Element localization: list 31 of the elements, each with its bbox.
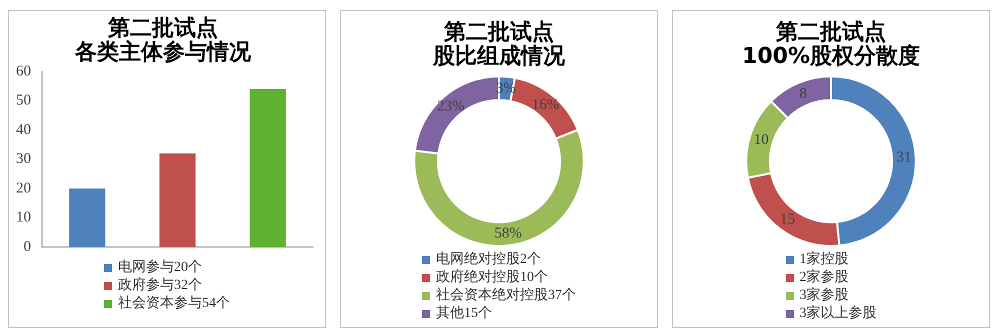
legend-label: 政府绝对控股10个 bbox=[436, 269, 548, 287]
legend-label: 3家以上参股 bbox=[800, 305, 876, 323]
data-label: 16% bbox=[532, 96, 560, 113]
y-tick-label: 60 bbox=[16, 63, 31, 80]
chart-subtitle: 100%股权分散度 bbox=[742, 43, 920, 70]
data-label: 23% bbox=[437, 98, 465, 114]
chart-title: 第二批试点 bbox=[775, 20, 886, 45]
legend-label: 社会资本绝对控股37个 bbox=[436, 287, 576, 305]
data-label: 8 bbox=[799, 86, 807, 102]
chart-subtitle: 各类主体参与情况 bbox=[74, 39, 252, 66]
chart-title: 第二批试点 bbox=[443, 20, 554, 45]
chart-title: 第二批试点 bbox=[107, 16, 218, 41]
legend-label: 2家参股 bbox=[800, 269, 848, 287]
y-tick-label: 50 bbox=[16, 92, 31, 109]
legend-label: 其他15个 bbox=[436, 305, 492, 323]
y-tick-label: 30 bbox=[16, 151, 31, 168]
y-tick-label: 40 bbox=[16, 122, 31, 138]
y-tick-label: 10 bbox=[16, 210, 31, 226]
data-label: 31 bbox=[896, 150, 912, 166]
data-label: 10 bbox=[754, 132, 769, 148]
y-tick-label: 0 bbox=[24, 238, 31, 255]
y-tick-label: 20 bbox=[16, 180, 31, 196]
legend-label: 电网绝对控股2个 bbox=[436, 251, 541, 269]
legend-label: 社会资本参与54个 bbox=[118, 295, 230, 313]
data-label: 58% bbox=[494, 225, 522, 242]
data-label: 15 bbox=[780, 212, 796, 228]
legend-label: 1家控股 bbox=[800, 251, 848, 269]
legend-label: 电网参与20个 bbox=[118, 259, 202, 277]
chart-subtitle: 股比组成情况 bbox=[432, 44, 566, 70]
legend-label: 政府参与32个 bbox=[118, 277, 202, 295]
legend-label: 3家参股 bbox=[800, 287, 848, 305]
